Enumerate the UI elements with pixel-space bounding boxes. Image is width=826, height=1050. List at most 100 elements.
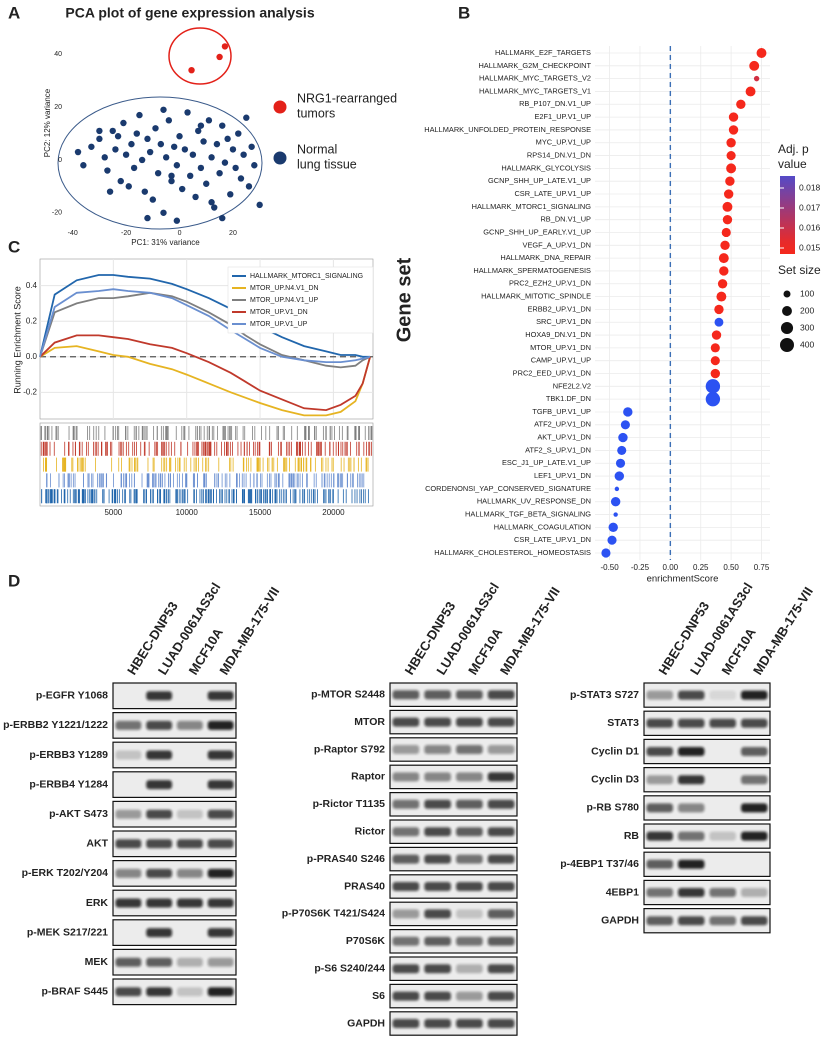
band [146, 868, 173, 878]
blot-strip [389, 1011, 518, 1036]
point [232, 164, 239, 172]
band [487, 772, 515, 782]
band [456, 745, 483, 754]
band [207, 957, 234, 967]
y-tick-label: -20 [52, 210, 62, 217]
point [251, 162, 258, 169]
blot-strip [389, 819, 518, 844]
blot-strip [389, 928, 518, 954]
band [392, 936, 420, 946]
x-tick-label: 15000 [249, 508, 272, 517]
x-axis-label: enrichmentScore [647, 574, 719, 585]
band [487, 717, 515, 727]
point [189, 151, 197, 158]
dot [618, 432, 628, 443]
x-tick-label: 20000 [322, 508, 345, 517]
band [392, 745, 420, 754]
dot [726, 151, 736, 161]
point [96, 127, 103, 135]
dot [726, 163, 737, 174]
colorbar-label: 0.017 [799, 202, 821, 212]
row-label: GAPDH [347, 1017, 385, 1029]
line [39, 288, 371, 363]
dot [607, 535, 617, 545]
band [646, 747, 673, 756]
panel-label: D [8, 571, 20, 590]
dot [719, 266, 729, 276]
size-label: 300 [800, 322, 814, 332]
dot [710, 356, 720, 366]
x-tick-label: 0 [178, 230, 182, 237]
point [122, 151, 130, 158]
row-label: p-P70S6K T421/S424 [282, 908, 385, 920]
band [115, 720, 142, 730]
point [136, 111, 143, 119]
y-tick-label: 0 [58, 157, 62, 164]
point [187, 172, 194, 180]
band [146, 691, 173, 701]
point [229, 146, 237, 153]
band [424, 717, 451, 727]
band [424, 991, 451, 1001]
row-label: p-ERBB2 Y1221/1222 [3, 719, 108, 731]
dot [610, 497, 621, 507]
band [456, 964, 483, 974]
band [456, 936, 483, 946]
y-tick-label: HALLMARK_E2F_TARGETS [495, 48, 591, 57]
band [424, 882, 451, 891]
band [424, 745, 451, 754]
band [646, 916, 673, 926]
x-tick-label: 20 [229, 230, 237, 237]
point [184, 109, 191, 116]
point [200, 138, 207, 145]
band [115, 868, 142, 878]
tumor-cluster-outline [168, 27, 232, 85]
band [424, 827, 451, 837]
band [424, 690, 451, 700]
row-label: p-Raptor S792 [314, 743, 385, 755]
point [162, 154, 170, 161]
dot [756, 48, 767, 58]
y-tick-label: HALLMARK_COAGULATION [494, 522, 591, 531]
y-tick-label: PRC2_EED_UP.V1_DN [513, 368, 591, 377]
band [709, 718, 736, 728]
blot-strip [389, 682, 518, 707]
row-label: S6 [372, 990, 385, 1002]
colorbar-label: 0.015 [799, 242, 821, 252]
point [170, 143, 178, 150]
y-tick-label: MYC_UP.V1_UP [536, 138, 591, 147]
band [487, 799, 515, 809]
row-label: Cyclin D1 [591, 745, 639, 757]
y-axis-label: Gene set [393, 257, 415, 342]
band [207, 928, 234, 938]
point [181, 146, 189, 153]
size-label: 200 [800, 305, 814, 315]
band [456, 1019, 483, 1028]
point [221, 43, 229, 50]
y-tick-label: CSR_LATE_UP.V1_DN [514, 535, 591, 544]
dot [728, 112, 739, 122]
row-label: GAPDH [601, 914, 639, 926]
band [424, 854, 451, 864]
band [146, 750, 173, 760]
blot-strip [389, 901, 518, 927]
row-label: p-ERK T202/Y204 [22, 867, 109, 879]
band [176, 987, 203, 997]
dot [710, 343, 720, 353]
band [392, 882, 420, 891]
point [188, 66, 195, 74]
lane-label: MDA-MB-175-VII [216, 584, 282, 677]
row-label: p-4EBP1 T37/46 [560, 858, 639, 870]
blot-strip [389, 874, 518, 899]
x-tick-label: -40 [68, 230, 78, 237]
colorbar [780, 176, 795, 254]
band [392, 690, 420, 700]
row-label: P70S6K [346, 935, 386, 947]
band [678, 718, 705, 728]
band [456, 772, 483, 782]
dot [745, 86, 756, 97]
dot [722, 201, 733, 212]
band [146, 720, 173, 730]
size-label: 100 [800, 288, 814, 298]
point [114, 133, 122, 140]
